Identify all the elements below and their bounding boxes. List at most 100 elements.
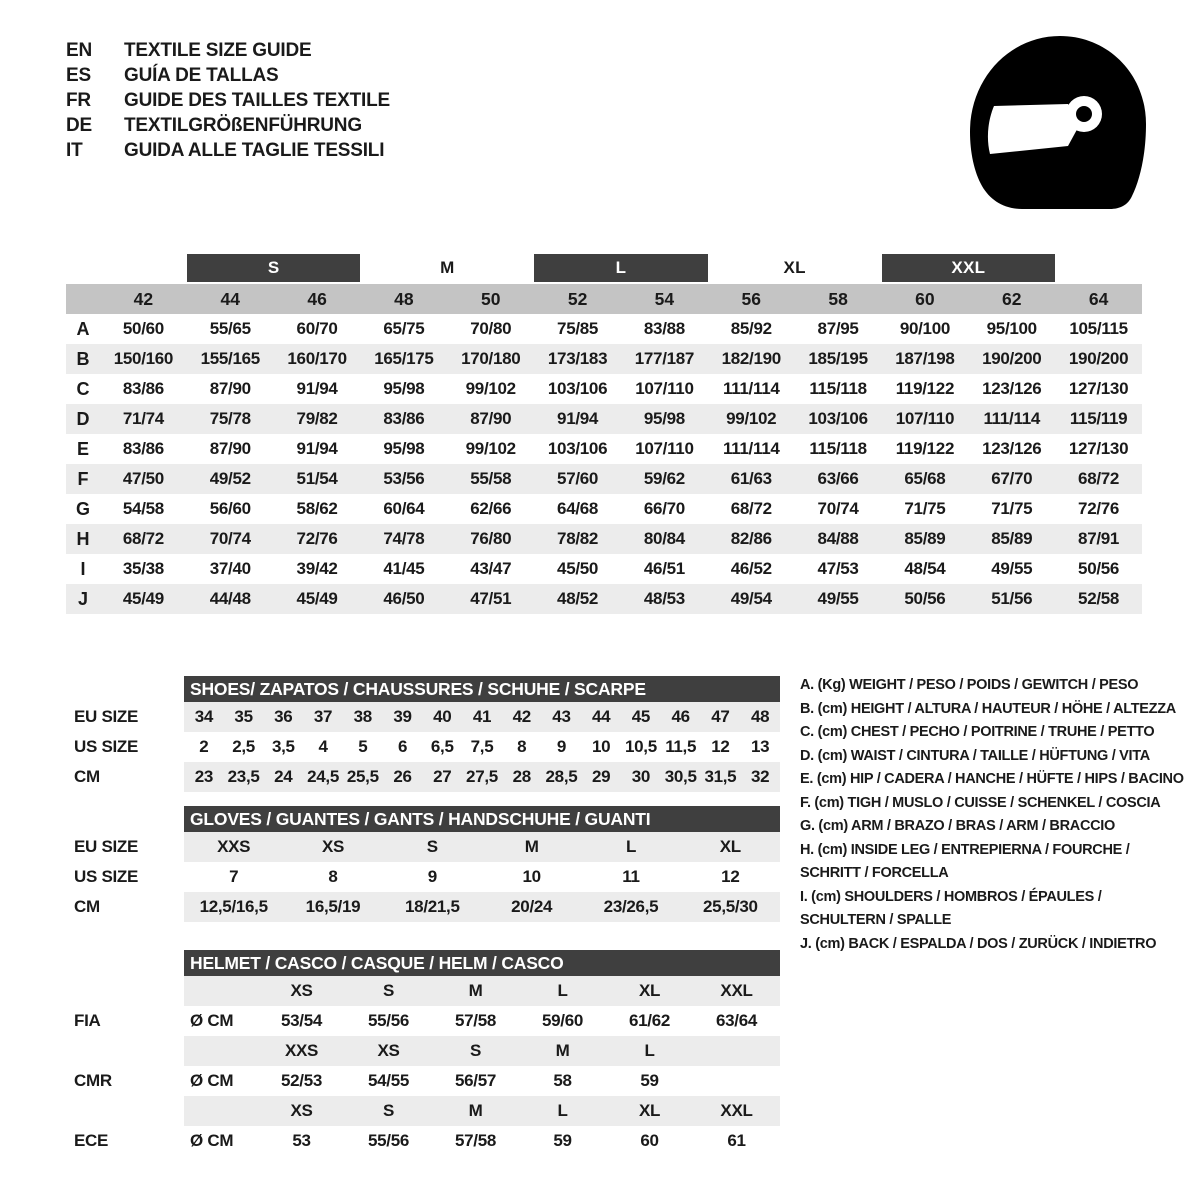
gloves-table-title: GLOVES / GUANTES / GANTS / HANDSCHUHE / … [184,806,780,832]
title-language-code: ES [66,65,91,86]
table-cell: 71/74 [100,404,187,434]
size-column-header: 50 [447,284,535,314]
table-cell: 75/85 [534,314,621,344]
legend-line: SCHRITT / FORCELLA [800,865,949,881]
table-cell: 35 [234,707,253,726]
table-cell: 52/58 [1055,584,1142,614]
gloves-size-table: GLOVES / GUANTES / GANTS / HANDSCHUHE / … [66,806,780,922]
legend-line: H. (cm) INSIDE LEG / ENTREPIERNA / FOURC… [800,841,1130,858]
measurement-row-label: J [66,584,100,614]
table-cell: S [382,981,395,1000]
table-cell: 70/74 [794,494,882,524]
textile-size-table: S M L XL XXL 42 44 46 48 50 52 54 56 58 60 62 64 A 50/60… [66,254,1142,614]
table-cell: 127/130 [1055,374,1142,404]
size-table-body: A 50/60 55/65 60/70 65/75 70/80 75/85 83/88 85/9… [66,314,1142,614]
table-cell: XS [377,1041,400,1060]
table-cell: 10 [592,737,611,756]
size-band-xxl: XXL [881,254,1056,282]
table-cell: 32 [750,767,770,786]
table-cell: 105/115 [1055,314,1142,344]
table-cell: M [555,1041,570,1060]
table-row: XXS XS S M L [66,1036,780,1066]
table-cell: 40 [433,707,452,726]
table-cell: 95/98 [360,374,448,404]
table-cell: 41/45 [360,554,448,584]
row-cells: Ø CM 52/53 54/55 56/57 58 59 [184,1066,780,1096]
shoes-size-table: SHOES/ ZAPATOS / CHAUSSURES / SCHUHE / S… [66,676,780,792]
table-row: CMR Ø CM 52/53 54/55 56/57 58 59 [66,1066,780,1096]
table-cell: 68/72 [100,524,187,554]
table-cell: 7,5 [470,737,494,756]
table-row: D 71/74 75/78 79/82 83/86 87/90 91/94 95/98 99/1… [66,404,1142,434]
table-cell: XS [290,981,313,1000]
table-cell: 50/56 [1055,554,1142,584]
table-cell: 53 [292,1131,311,1150]
table-cell: 123/126 [968,374,1056,404]
title-text: GUIDA ALLE TAGLIE TESSILI [124,140,385,161]
table-cell: 58 [553,1071,572,1090]
table-cell: 31,5 [704,767,737,786]
table-cell: 95/100 [968,314,1056,344]
legend-line: D. (cm) WAIST / CINTURA / TAILLE / HÜFTU… [800,747,1150,764]
table-cell: 51/54 [273,464,361,494]
table-row: I 35/38 37/40 39/42 41/45 43/47 45/50 46/51 46/5… [66,554,1142,584]
size-column-header: 56 [707,284,795,314]
row-cells: Ø CM 53/54 55/56 57/58 59/60 61/62 63/64 [184,1006,780,1036]
row-cells: 12,5/16,5 16,5/19 18/21,5 20/24 23/26,5 25,5/… [184,892,780,922]
title-language-code: IT [66,140,83,161]
table-cell: 46 [671,707,691,726]
table-cell: 85/92 [707,314,795,344]
table-cell: 55/56 [367,1011,410,1030]
table-cell: 56/60 [186,494,274,524]
table-cell: 38 [353,707,373,726]
row-cells: Ø CM 53 55/56 57/58 59 60 61 [184,1126,780,1156]
table-cell: 9 [427,867,437,886]
table-cell: 83/86 [360,404,448,434]
table-row: EU SIZE XXS XS S M L XL [66,832,780,862]
legend-line: C. (cm) CHEST / PECHO / POITRINE / TRUHE… [800,724,1155,740]
table-cell: 12 [711,737,730,756]
table-cell: XS [290,1101,313,1120]
table-cell: 103/106 [794,404,882,434]
table-cell: M [468,1101,483,1120]
table-cell: 53/56 [360,464,448,494]
table-cell: 27,5 [466,767,498,786]
row-label: CM [74,767,100,786]
table-cell: 46/52 [707,554,795,584]
table-cell: 44 [592,707,611,726]
legend-line: J. (cm) BACK / ESPALDA / DOS / ZURÜCK / … [800,935,1157,952]
table-cell: 165/175 [360,344,448,374]
table-cell: 68/72 [707,494,795,524]
table-cell: 54/58 [100,494,187,524]
legend-line: G. (cm) ARM / BRAZO / BRAS / ARM / BRACC… [800,818,1115,834]
table-cell: 82/86 [707,524,795,554]
table-cell: L [644,1041,655,1060]
size-column-header: 64 [1055,284,1142,314]
title-row: DE TEXTILGRÖßENFÜHRUNG [66,113,766,138]
table-cell: 47/50 [100,464,187,494]
table-cell: 7 [229,867,239,886]
table-row: F 47/50 49/52 51/54 53/56 55/58 57/60 59/62 61/6… [66,464,1142,494]
table-cell: 56/57 [454,1071,497,1090]
table-cell: 99/102 [707,404,795,434]
row-cells: XXS XS S M L [184,1036,780,1066]
table-cell: 23,5 [227,767,260,786]
table-cell: 49/55 [968,554,1056,584]
size-column-header: 54 [621,284,708,314]
table-cell: M [468,981,483,1000]
table-cell: 68/72 [1055,464,1142,494]
table-cell: 46/50 [360,584,448,614]
table-cell: 177/187 [621,344,708,374]
row-cells: XXS XS S M L XL [184,832,780,862]
table-cell: 24,5 [307,767,339,786]
table-cell: 11 [622,867,640,886]
table-cell: 57/60 [534,464,621,494]
table-cell: 72/76 [1055,494,1142,524]
table-row: CM 23 23,5 24 24,5 25,5 26 27 27,5 28 28,5 29 30 30,5… [66,762,780,792]
table-cell: 53/54 [280,1011,323,1030]
table-cell: 76/80 [447,524,535,554]
table-cell: 8 [517,737,527,756]
table-cell: 39/42 [273,554,361,584]
table-cell: Ø CM [190,1131,234,1150]
table-row: J 45/49 44/48 45/49 46/50 47/51 48/52 48/53 49/5… [66,584,1142,614]
